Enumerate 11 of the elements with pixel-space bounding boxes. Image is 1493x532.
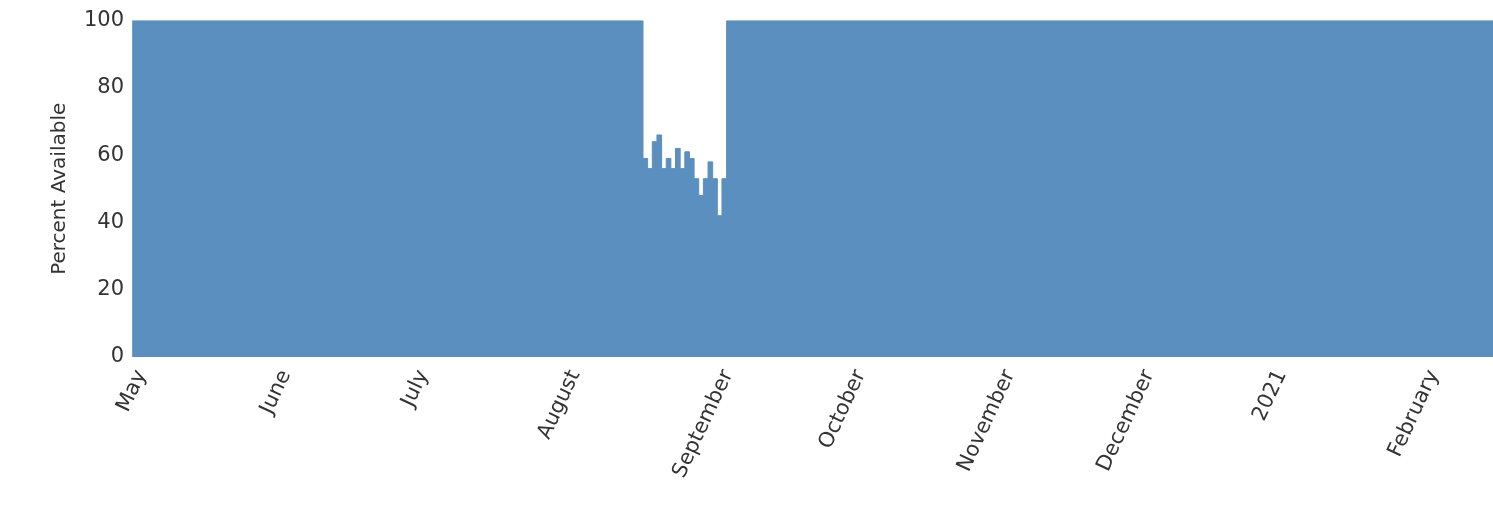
x-tick-label: 2021 bbox=[1246, 365, 1291, 425]
x-tick-label: May bbox=[110, 365, 151, 416]
y-tick-label: 80 bbox=[97, 74, 125, 99]
y-tick-label: 100 bbox=[83, 7, 125, 32]
y-tick-label: 0 bbox=[110, 343, 125, 368]
y-tick-label: 60 bbox=[97, 141, 125, 166]
y-tick-label: 20 bbox=[97, 276, 125, 301]
y-axis-title: Percent Available bbox=[46, 102, 71, 275]
x-tick-label: June bbox=[253, 365, 296, 420]
x-tick-label: July bbox=[394, 365, 433, 412]
y-tick-label: 40 bbox=[97, 208, 125, 233]
